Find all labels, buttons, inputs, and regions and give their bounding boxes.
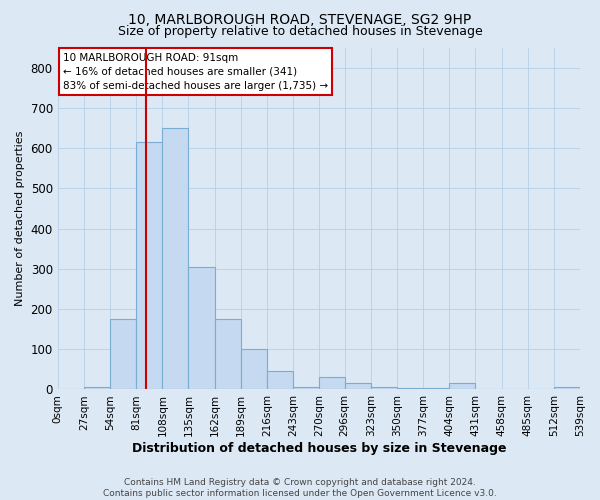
Y-axis label: Number of detached properties: Number of detached properties [15, 131, 25, 306]
Bar [241, 349, 267, 390]
Bar [267, 372, 293, 390]
Text: Size of property relative to detached houses in Stevenage: Size of property relative to detached ho… [118, 25, 482, 38]
Bar [58, 388, 84, 390]
Bar [215, 319, 241, 390]
Text: 10 MARLBOROUGH ROAD: 91sqm
← 16% of detached houses are smaller (341)
83% of sem: 10 MARLBOROUGH ROAD: 91sqm ← 16% of deta… [63, 52, 328, 90]
Bar [163, 128, 188, 390]
Bar [110, 319, 136, 390]
Bar [344, 384, 371, 390]
Bar [527, 388, 554, 390]
Bar [554, 388, 580, 390]
Bar [84, 388, 110, 390]
Bar [319, 378, 344, 390]
Bar [136, 142, 163, 390]
Bar [397, 388, 423, 390]
Bar [188, 267, 215, 390]
Bar [475, 388, 502, 390]
Bar [423, 388, 449, 390]
Bar [371, 388, 397, 390]
Bar [502, 388, 527, 390]
X-axis label: Distribution of detached houses by size in Stevenage: Distribution of detached houses by size … [131, 442, 506, 455]
Bar [449, 384, 475, 390]
Bar [293, 388, 319, 390]
Text: Contains HM Land Registry data © Crown copyright and database right 2024.
Contai: Contains HM Land Registry data © Crown c… [103, 478, 497, 498]
Text: 10, MARLBOROUGH ROAD, STEVENAGE, SG2 9HP: 10, MARLBOROUGH ROAD, STEVENAGE, SG2 9HP [128, 12, 472, 26]
